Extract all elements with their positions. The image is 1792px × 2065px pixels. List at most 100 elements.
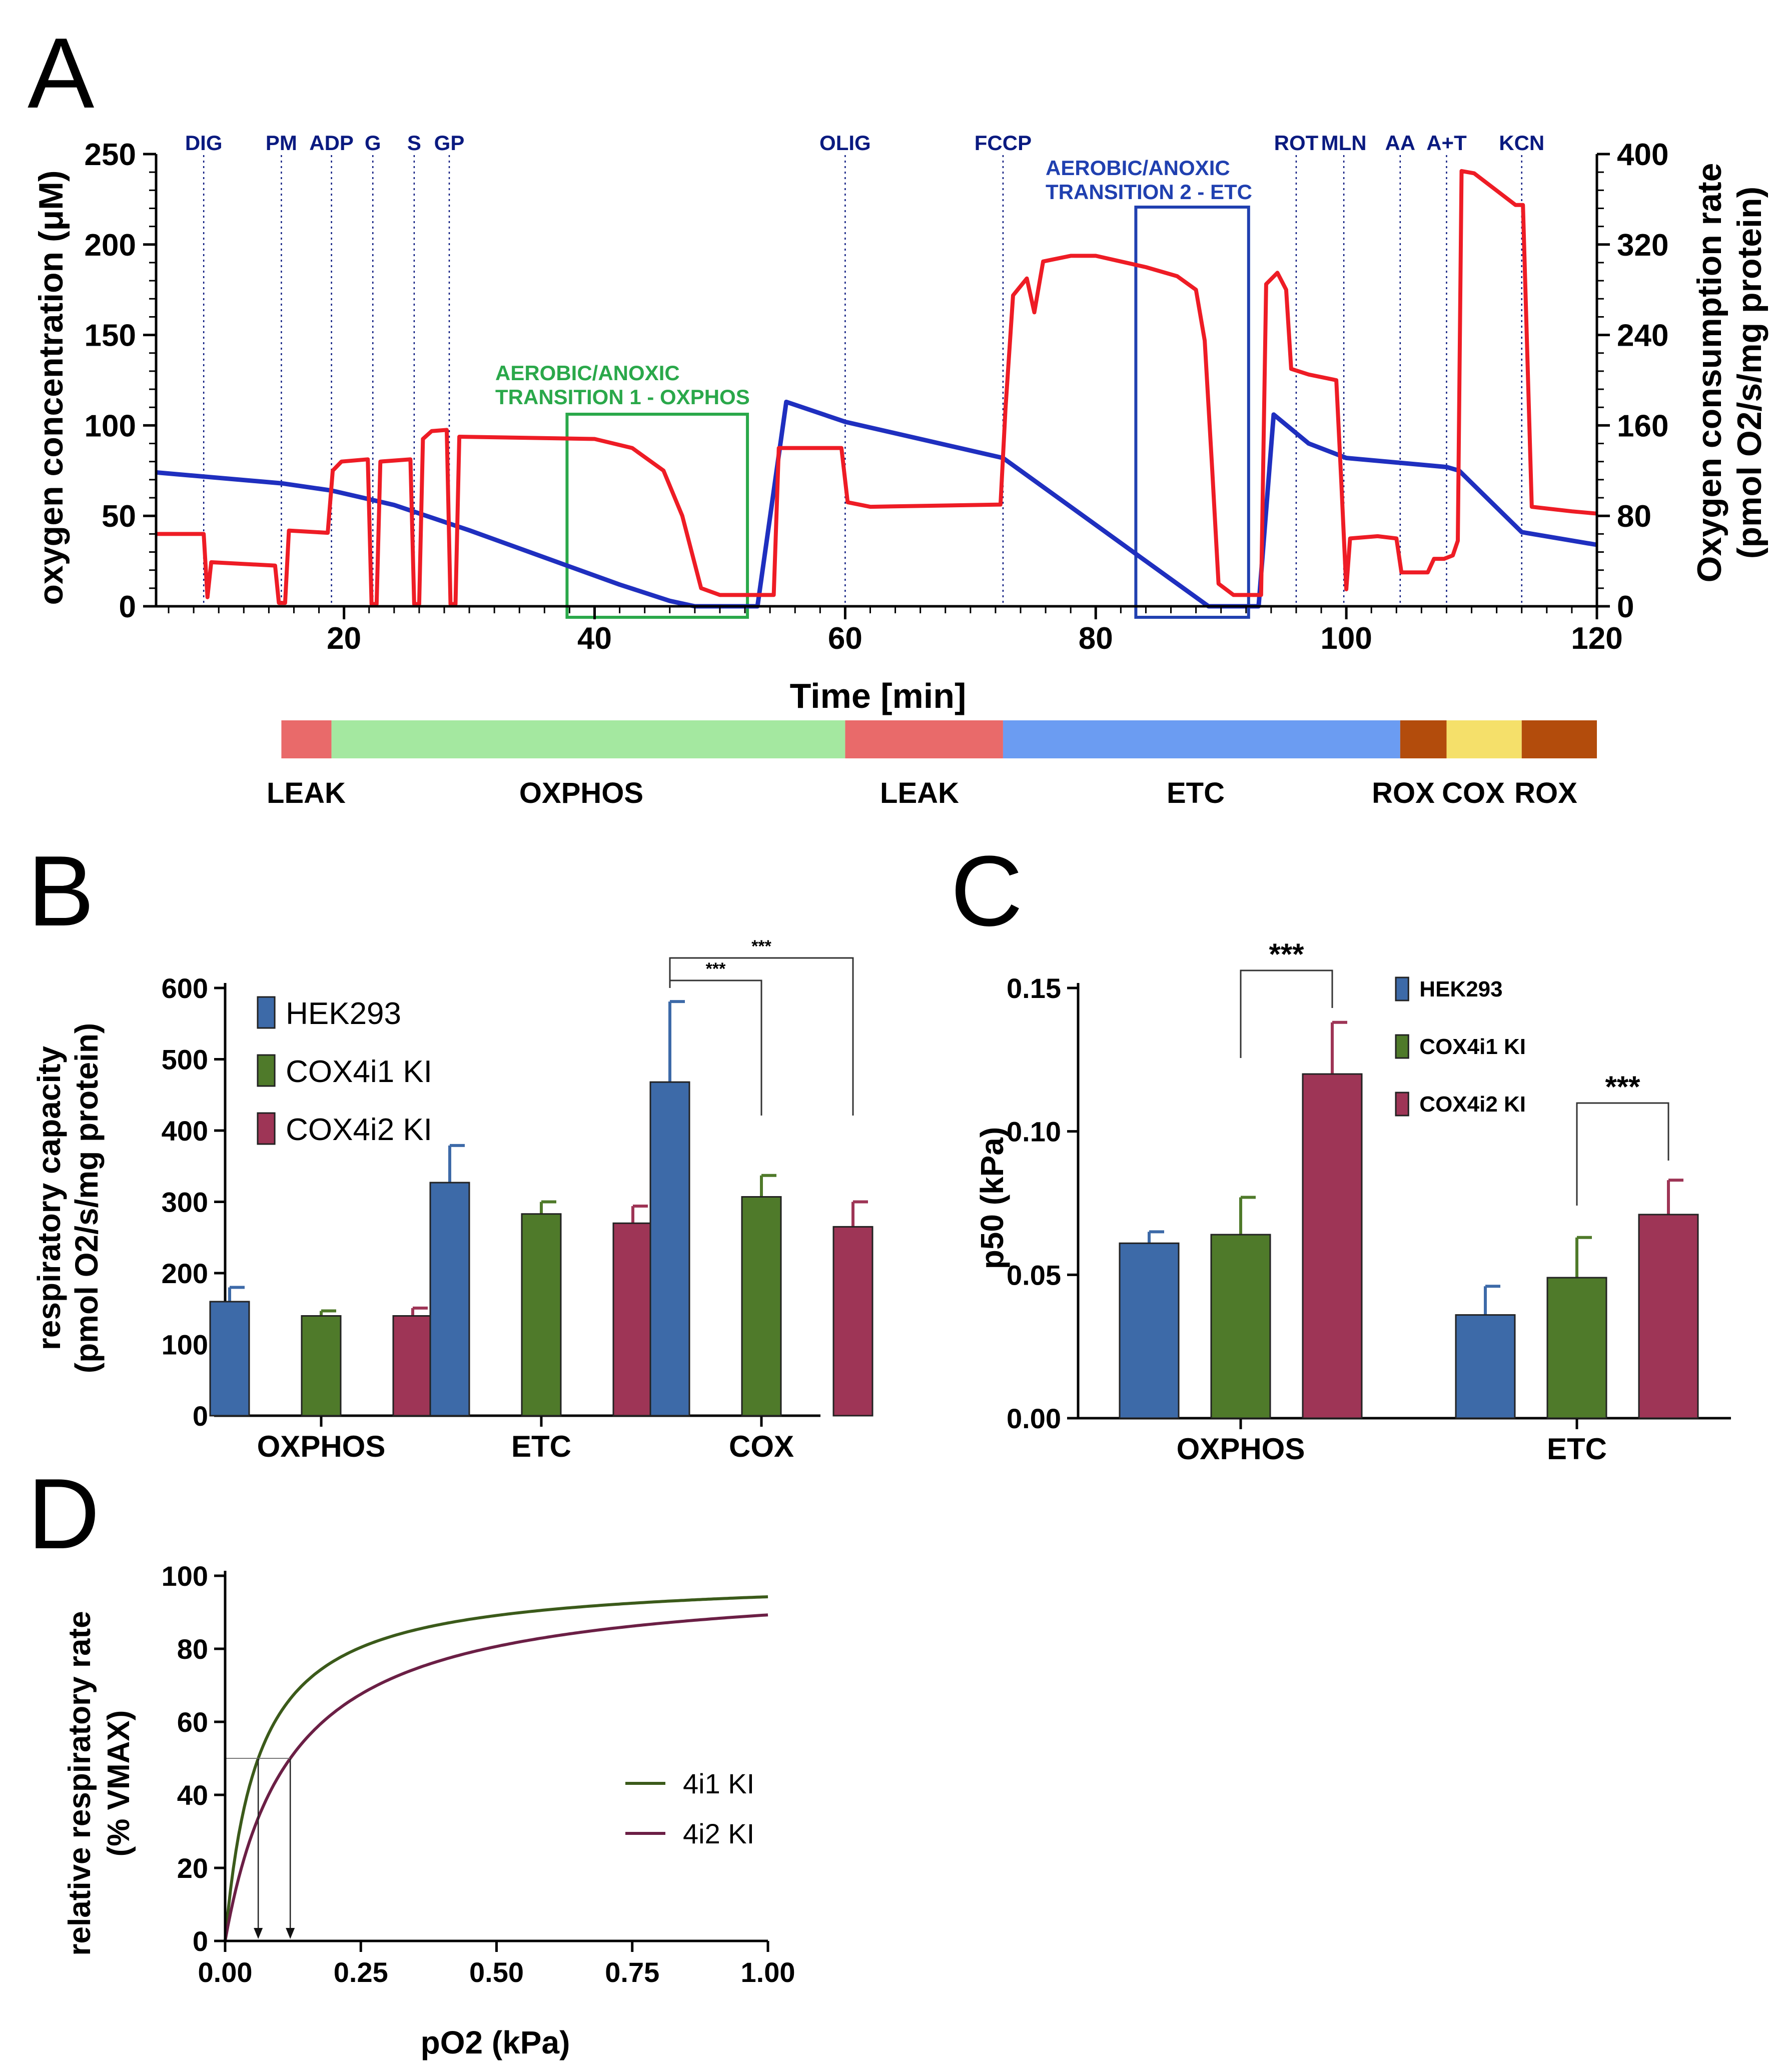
panel-letter-d: D [28,1458,100,1570]
x-tick-label: 80 [1079,621,1113,656]
category-label: COX [729,1430,794,1463]
panel-a-right-y-label-line1: Oxygen consumption rate [1690,163,1728,583]
state-label: ROX [1372,777,1435,809]
right-y-tick-label: 320 [1617,228,1668,263]
curve-4i2-ki [224,1613,768,1941]
legend-swatch [257,996,276,1029]
event-label: ROT [1274,131,1319,155]
y-tick-label: 40 [177,1779,208,1811]
bar-hek293 [209,1301,250,1417]
right-y-tick-label: 160 [1617,409,1668,443]
transition-label-line1: AEROBIC/ANOXIC [495,361,680,385]
panel-letter-b: B [28,835,94,947]
bar-cox4i1-ki [521,1213,562,1417]
right-y-tick-label: 400 [1617,138,1668,172]
legend-swatch [257,1054,276,1087]
panel-a-right-y-label-line2: (pmol O2/s/mg protein) [1730,187,1768,559]
legend-label: COX4i1 KI [286,1055,432,1089]
significance-label: *** [1269,937,1304,971]
y-tick-label: 500 [162,1044,208,1076]
panel-d-y-label-line1: relative respiratory rate [63,1611,97,1955]
event-label: KCN [1499,131,1544,155]
panel-letter-a: A [28,18,95,129]
panel-b: 0 100 200 300 400 500 600 OXPHOS ETC COX HEK293 COX… [31,937,873,1463]
panel-c-bars: 0.00 0.05 0.10 0.15 OXPHOS ETC HEK293 COX4i1 KI… [1007,937,1731,1466]
bar-cox4i1-ki [301,1315,342,1417]
panel-a-left-y-label: oxygen concentration (μM) [32,171,70,605]
y-tick-label: 0.05 [1007,1259,1061,1291]
transition-label-line2: TRANSITION 1 - OXPHOS [495,385,750,409]
left-y-tick-label: 100 [85,409,136,443]
legend-label: 4i1 KI [683,1768,754,1799]
x-tick-label: 60 [828,621,862,656]
transition-box-2 [1134,206,1250,619]
x-tick-label: 0.50 [469,1956,524,1988]
significance-bracket [1240,969,1333,1058]
transition-label-line2: TRANSITION 2 - ETC [1046,180,1252,204]
bar-cox4i2-ki [832,1226,873,1417]
transition-box-1 [565,413,749,619]
bar-cox4i2-ki [1302,1073,1363,1419]
significance-bracket [669,957,854,1116]
bar-cox4i2-ki [612,1222,653,1417]
event-label: GP [434,131,465,155]
state-label: ROX [1514,777,1577,809]
panel-a-axes: 20 40 60 80 100 12005010015020025008016024032… [85,138,1669,656]
y-tick-label: 80 [177,1633,208,1665]
panel-b-y-label-line2: (pmol O2/s/mg protein) [69,1023,105,1373]
x-tick-label: 0.75 [605,1956,659,1988]
right-y-tick-label: 240 [1617,319,1668,353]
category-label: ETC [1547,1432,1607,1466]
legend-swatch [257,1112,276,1145]
panel-a: DIG PM ADP G S GP OLIG FCCP ROT MLN AA A+T KCN AEROB… [32,131,1768,809]
panel-letter-c: C [951,835,1023,947]
panel-c: 0.00 0.05 0.10 0.15 OXPHOS ETC HEK293 COX4i1 KI… [974,937,1731,1466]
y-tick-label: 0.00 [1007,1403,1061,1434]
transition-label-line1: AEROBIC/ANOXIC [1046,156,1230,180]
bar-hek293 [429,1182,470,1417]
state-segment [331,720,845,758]
event-label: G [365,131,381,155]
y-tick-label: 0 [193,1925,208,1957]
x-tick-label: 120 [1571,621,1622,656]
x-tick-label: 100 [1320,621,1372,656]
panel-b-y-label-line1: respiratory capacity [31,1046,67,1350]
panel-b-bars: 0 100 200 300 400 500 600 OXPHOS ETC COX HEK293 COX… [162,937,873,1463]
state-segment [1446,720,1522,758]
left-y-tick-label: 200 [85,228,136,263]
bar-cox4i2-ki [392,1315,433,1417]
y-tick-label: 0.10 [1007,1116,1061,1148]
event-markers: DIG PM ADP G S GP OLIG FCCP ROT MLN AA A+T KCN [185,131,1544,606]
significance-label: *** [1605,1070,1640,1104]
event-label: FCCP [975,131,1032,155]
x-tick-label: 20 [327,621,361,656]
state-segment [1003,720,1400,758]
state-label: LEAK [880,777,959,809]
panel-c-y-label: p50 (kPa) [974,1127,1010,1270]
event-label: MLN [1321,131,1367,155]
legend-label: COX4i2 KI [1419,1092,1526,1117]
event-label: DIG [185,131,223,155]
y-tick-label: 100 [162,1329,208,1361]
state-label: OXPHOS [519,777,643,809]
event-label: ADP [309,131,354,155]
category-label: OXPHOS [257,1430,386,1463]
left-y-tick-label: 250 [85,138,136,172]
left-y-tick-label: 150 [85,319,136,353]
y-tick-label: 60 [177,1706,208,1738]
curve-4i1-ki [224,1595,768,1941]
p50-arrowhead [286,1928,295,1939]
legend-label: HEK293 [286,996,401,1031]
legend-label: HEK293 [1419,977,1502,1001]
left-y-tick-label: 50 [102,499,136,534]
legend-swatch [1395,1034,1409,1059]
panel-d-y-label-line2: (% VMAX) [102,1710,136,1857]
bar-hek293 [1119,1242,1180,1419]
legend-label: COX4i1 KI [1419,1035,1526,1059]
state-segment [845,720,1003,758]
panel-d-x-label: pO2 (kPa) [421,2024,570,2060]
legend-swatch [1395,1092,1409,1117]
bar-hek293 [1455,1314,1516,1419]
